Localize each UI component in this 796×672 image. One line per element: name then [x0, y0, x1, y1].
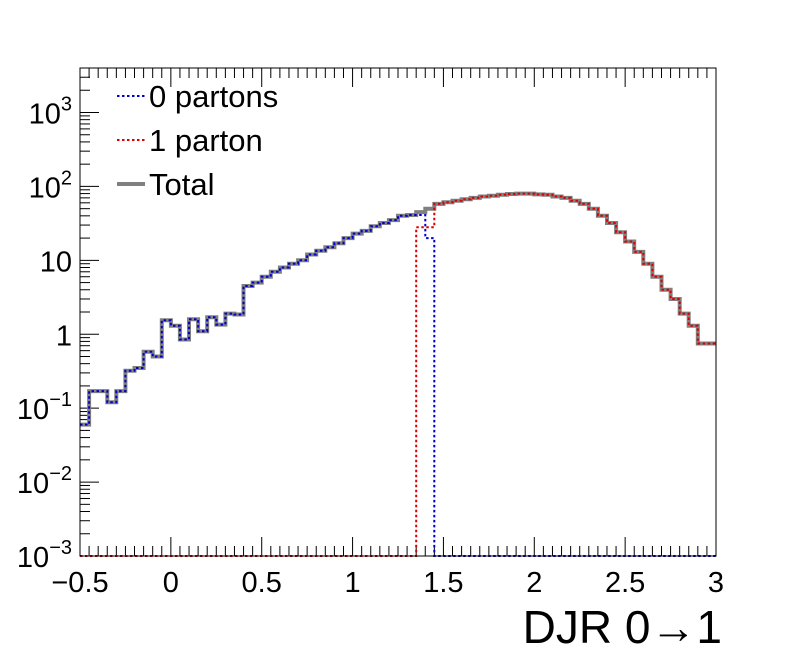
series-total: [80, 191, 716, 427]
series-1-parton: [80, 192, 716, 557]
y-tick-label: 1: [56, 320, 72, 352]
x-tick-label: −0.5: [51, 567, 108, 599]
y-tick-label: 102: [29, 167, 72, 204]
x-axis-title: DJR 0→1: [523, 601, 722, 653]
y-tick-label: 103: [29, 94, 72, 131]
plot-frame: [79, 67, 717, 557]
legend-label: Total: [149, 167, 214, 202]
y-tick-labels: 10−3 10−2 10−1 1 10 102 103: [17, 94, 72, 574]
x-tick-label: 2.5: [605, 567, 645, 599]
y-tick-label: 10−2: [17, 463, 72, 500]
series-0-partons: [80, 214, 716, 557]
x-tick-labels: −0.5 0 0.5 1 1.5 2 2.5 3: [51, 567, 724, 599]
series-layer: [80, 191, 716, 557]
legend-label: 1 parton: [149, 123, 263, 158]
x-tick-label: 3: [708, 567, 724, 599]
legend-label: 0 partons: [149, 79, 278, 114]
x-tick-label: 1.5: [423, 567, 463, 599]
y-tick-label: 10−3: [17, 537, 72, 574]
y-tick-label: 10−1: [17, 389, 72, 426]
x-tick-label: 0: [163, 567, 179, 599]
y-tick-label: 10: [40, 246, 72, 278]
x-tick-label: 2: [526, 567, 542, 599]
x-tick-label: 0.5: [242, 567, 282, 599]
x-tick-label: 1: [345, 567, 361, 599]
legend: 0 partons 1 parton Total: [117, 79, 278, 202]
